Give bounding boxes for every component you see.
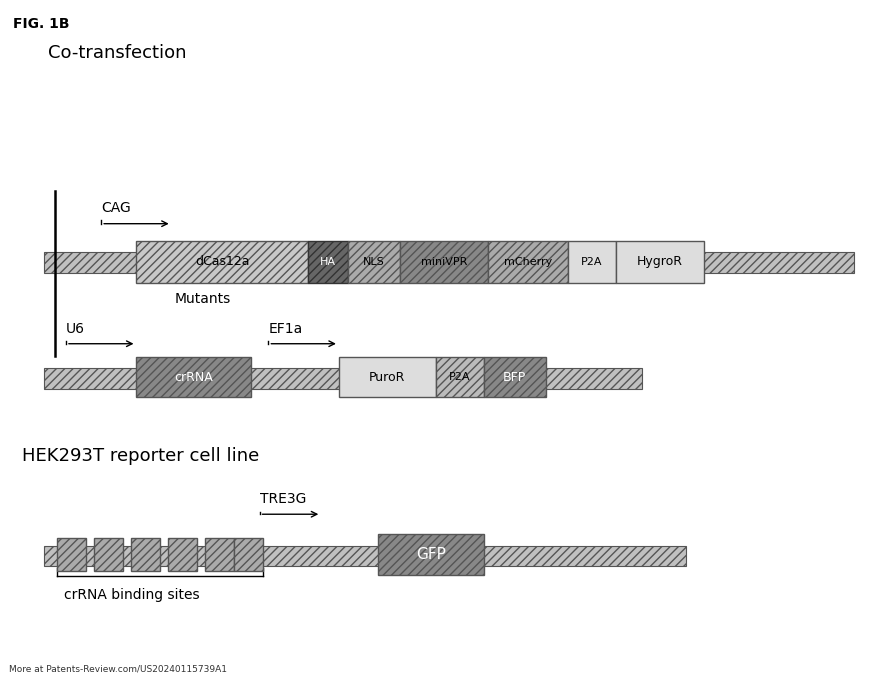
- Text: crRNA: crRNA: [174, 370, 213, 384]
- Text: P2A: P2A: [449, 372, 471, 382]
- Text: mCherry: mCherry: [504, 257, 552, 267]
- Text: miniVPR: miniVPR: [422, 257, 467, 267]
- Text: BFP: BFP: [503, 370, 526, 384]
- Text: Mutants: Mutants: [174, 292, 231, 306]
- Bar: [205, 538, 234, 571]
- Bar: [339, 357, 436, 397]
- Text: TRE3G: TRE3G: [260, 492, 306, 506]
- Bar: [57, 538, 86, 571]
- Bar: [436, 357, 484, 397]
- Bar: [136, 241, 308, 283]
- Bar: [44, 252, 854, 273]
- Text: HA: HA: [319, 257, 336, 267]
- Bar: [44, 546, 686, 566]
- Bar: [568, 241, 616, 283]
- Bar: [616, 241, 704, 283]
- Text: P2A: P2A: [581, 257, 603, 267]
- Text: CAG: CAG: [101, 201, 131, 215]
- Bar: [94, 538, 123, 571]
- Text: HEK293T reporter cell line: HEK293T reporter cell line: [22, 447, 260, 464]
- Bar: [484, 357, 546, 397]
- Text: Co-transfection: Co-transfection: [48, 44, 187, 62]
- Text: FIG. 1B: FIG. 1B: [13, 17, 70, 31]
- Text: PuroR: PuroR: [369, 370, 406, 384]
- Text: dCas12a: dCas12a: [195, 255, 249, 269]
- Text: HygroR: HygroR: [637, 255, 683, 269]
- Text: U6: U6: [66, 321, 85, 336]
- Text: More at Patents-Review.com/US20240115739A1: More at Patents-Review.com/US20240115739…: [9, 665, 227, 674]
- Bar: [378, 534, 484, 575]
- Text: NLS: NLS: [363, 257, 385, 267]
- Bar: [488, 241, 568, 283]
- Bar: [131, 538, 160, 571]
- Text: crRNA binding sites: crRNA binding sites: [64, 588, 200, 602]
- Text: EF1a: EF1a: [268, 321, 303, 336]
- Bar: [308, 241, 348, 283]
- Bar: [234, 538, 263, 571]
- Bar: [136, 357, 251, 397]
- Bar: [168, 538, 197, 571]
- Bar: [348, 241, 400, 283]
- Bar: [400, 241, 488, 283]
- Bar: [44, 368, 642, 389]
- Text: GFP: GFP: [416, 547, 446, 562]
